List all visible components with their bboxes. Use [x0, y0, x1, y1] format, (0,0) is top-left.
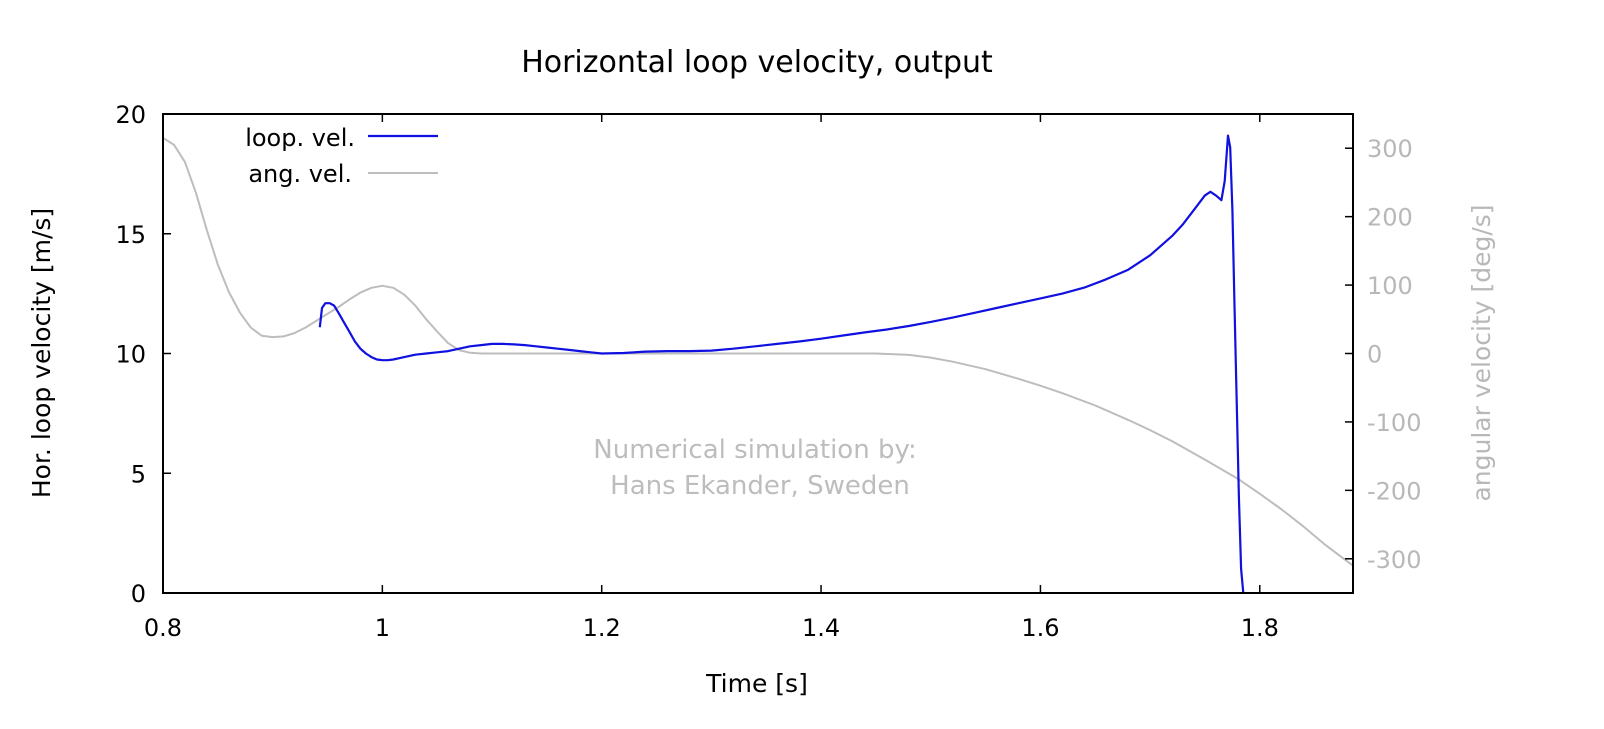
y-tick-label: 20 [115, 101, 146, 129]
y-axis-left: 0 5 10 15 20 [115, 101, 171, 608]
y2-tick-label: 0 [1367, 341, 1382, 369]
y-tick-label: 5 [131, 460, 146, 488]
y2-tick-label: -200 [1367, 477, 1421, 505]
credit-line-2: Hans Ekander, Sweden [610, 471, 910, 501]
y-axis-label: Hor. loop velocity [m/s] [27, 208, 56, 498]
y2-tick-label: -100 [1367, 409, 1421, 437]
x-tick-label: 1.2 [583, 614, 621, 642]
y-tick-label: 0 [131, 580, 146, 608]
plot-traces [163, 134, 1353, 593]
y2-tick-label: 300 [1367, 135, 1413, 163]
series-line-loop-vel [318, 134, 1245, 593]
legend-label-ang-vel: ang. vel. [248, 160, 352, 188]
x-tick-label: 1.4 [802, 614, 840, 642]
chart-title: Horizontal loop velocity, output [521, 45, 993, 80]
legend-label-loop-vel: loop. vel. [245, 124, 355, 152]
y-tick-label: 10 [115, 341, 146, 369]
credit-annotation: Numerical simulation by: Hans Ekander, S… [593, 435, 916, 501]
x-tick-label: 0.8 [144, 614, 182, 642]
x-tick-label: 1 [375, 614, 390, 642]
y-tick-label: 15 [115, 221, 146, 249]
series-line-ang-vel [163, 137, 1353, 567]
y2-tick-label: 200 [1367, 204, 1413, 232]
x-tick-label: 1.6 [1021, 614, 1059, 642]
legend: loop. vel. ang. vel. [245, 124, 438, 188]
credit-line-1: Numerical simulation by: [593, 435, 916, 465]
y-axis-right: -300 -200 -100 0 100 200 300 [1345, 135, 1421, 574]
y2-axis-label: angular velocity [deg/s] [1467, 204, 1496, 501]
x-tick-label: 1.8 [1241, 614, 1279, 642]
y2-tick-label: -300 [1367, 546, 1421, 574]
x-axis-label: Time [s] [705, 669, 808, 698]
y2-tick-label: 100 [1367, 272, 1413, 300]
x-axis: 0.8 1 1.2 1.4 1.6 1.8 [144, 114, 1279, 642]
